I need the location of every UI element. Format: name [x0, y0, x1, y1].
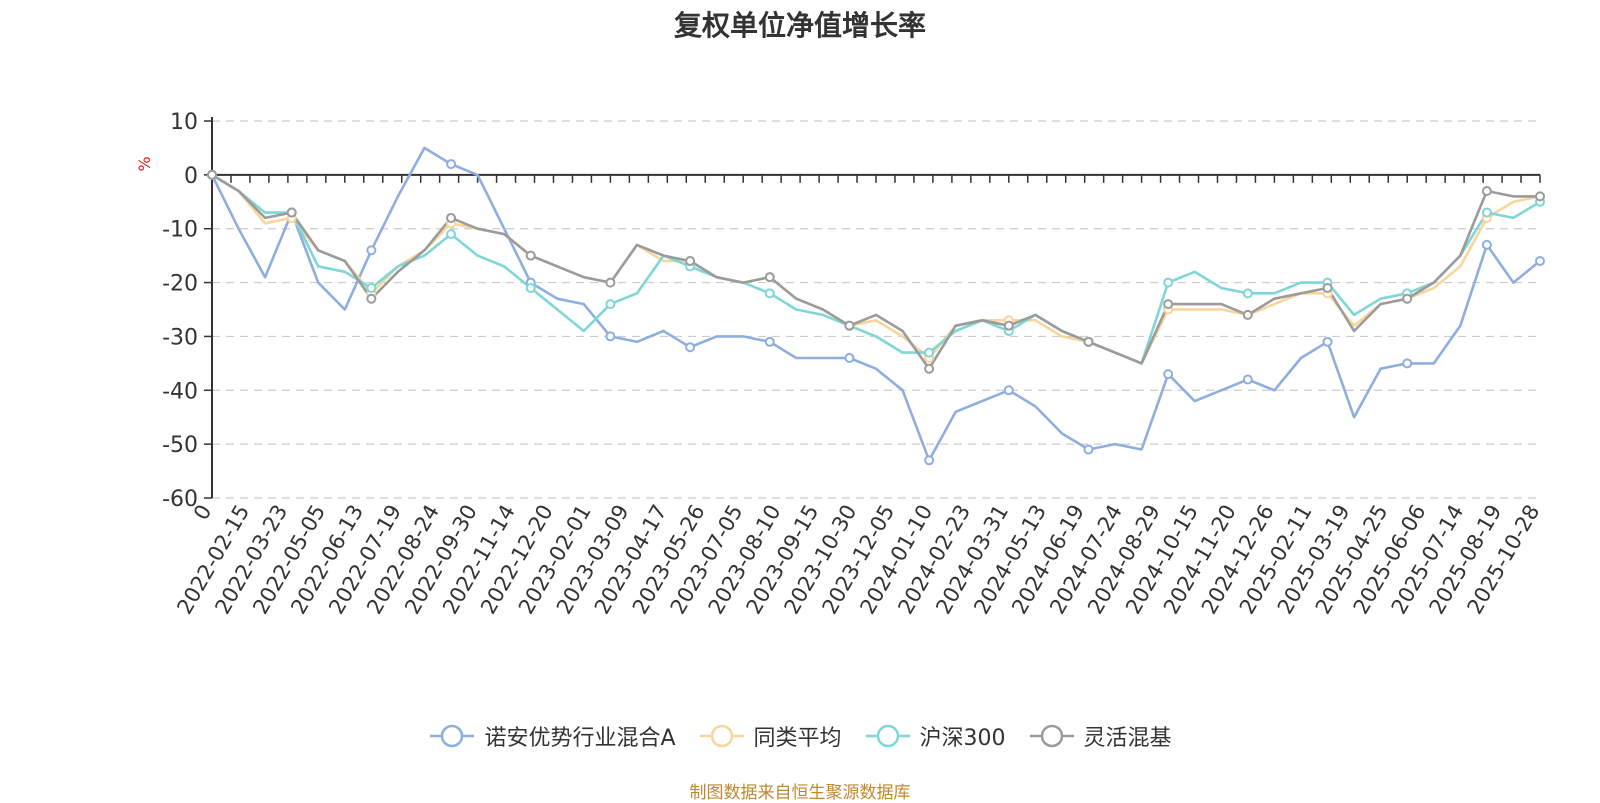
series-marker — [605, 277, 616, 288]
legend-item[interactable]: 灵活混基 — [1028, 720, 1172, 752]
series-marker — [764, 288, 775, 299]
series-marker — [1242, 309, 1253, 320]
series-marker — [685, 256, 696, 267]
legend-swatch-marker — [710, 724, 733, 748]
legend-swatch — [430, 724, 475, 748]
legend-swatch-marker — [1040, 724, 1063, 748]
series-marker — [1402, 293, 1413, 304]
series-marker — [366, 293, 377, 304]
legend: 诺安优势行业混合A 同类平均 沪深300 灵活混基 — [0, 720, 1600, 752]
series-marker — [1163, 277, 1174, 288]
chart-title: 复权单位净值增长率 — [673, 9, 926, 42]
x-tick-label: 0 — [189, 501, 216, 525]
series-marker — [764, 272, 775, 283]
y-tick-label: -30 — [162, 325, 198, 350]
series-marker — [286, 207, 297, 218]
series-marker — [1163, 299, 1174, 310]
legend-item[interactable]: 诺安优势行业混合A — [428, 720, 676, 752]
legend-swatch — [865, 724, 910, 748]
y-tick-label: 0 — [184, 164, 198, 189]
series-marker — [924, 455, 935, 466]
series-marker — [1003, 385, 1014, 396]
series-marker — [1242, 374, 1253, 385]
series-marker — [685, 342, 696, 353]
series-marker — [1481, 186, 1492, 197]
legend-swatch — [699, 724, 744, 748]
series-marker — [366, 245, 377, 256]
y-axis-label: % — [135, 156, 154, 171]
y-tick-label: 10 — [170, 110, 198, 135]
series-marker — [1083, 336, 1094, 347]
y-tick-label: -10 — [162, 218, 198, 243]
series-marker — [1481, 239, 1492, 250]
legend-label: 同类平均 — [753, 726, 842, 751]
legend-swatch-marker — [876, 724, 899, 748]
series-marker — [1535, 256, 1545, 267]
series-marker — [525, 282, 536, 293]
series-marker — [605, 299, 616, 310]
series-marker — [1481, 207, 1492, 218]
series-lines — [210, 146, 1541, 462]
series-marker — [525, 250, 536, 261]
series-marker — [844, 352, 855, 363]
y-tick-label: -50 — [162, 433, 198, 458]
series-marker — [1402, 358, 1413, 369]
series-marker — [446, 229, 457, 240]
source-note: 制图数据来自恒生聚源数据库 — [689, 783, 911, 803]
legend-swatch-marker — [441, 724, 464, 748]
y-tick-label: -60 — [162, 487, 198, 512]
series-marker — [924, 347, 935, 358]
y-tick-label: -40 — [162, 379, 198, 404]
series-marker — [605, 331, 616, 342]
legend-label: 灵活混基 — [1083, 726, 1172, 751]
series-marker — [1322, 336, 1333, 347]
legend-item[interactable]: 沪深300 — [864, 720, 1006, 752]
line-chart: 100-10-20-30-40-50-6002022-02-152022-03-… — [135, 110, 1545, 618]
series-line — [211, 173, 1541, 365]
series-marker — [844, 320, 855, 331]
legend-label: 沪深300 — [919, 726, 1006, 751]
series-marker — [1242, 288, 1253, 299]
series-marker — [1535, 191, 1545, 202]
series-line — [210, 146, 1541, 462]
axes: 100-10-20-30-40-50-6002022-02-152022-03-… — [162, 110, 1544, 618]
series-marker — [1083, 444, 1094, 455]
series-marker — [924, 363, 935, 374]
series-marker — [1163, 369, 1174, 380]
series-marker — [446, 159, 457, 170]
series-markers — [207, 159, 1545, 466]
series-marker — [446, 212, 457, 223]
y-tick-label: -20 — [162, 272, 198, 297]
series-marker — [1322, 282, 1333, 293]
legend-item[interactable]: 同类平均 — [698, 720, 842, 752]
series-marker — [207, 169, 217, 180]
legend-label: 诺安优势行业混合A — [484, 726, 676, 751]
series-marker — [366, 282, 377, 293]
legend-swatch — [1029, 724, 1074, 748]
series-line — [211, 173, 1540, 370]
series-marker — [1003, 320, 1014, 331]
series-marker — [764, 336, 775, 347]
